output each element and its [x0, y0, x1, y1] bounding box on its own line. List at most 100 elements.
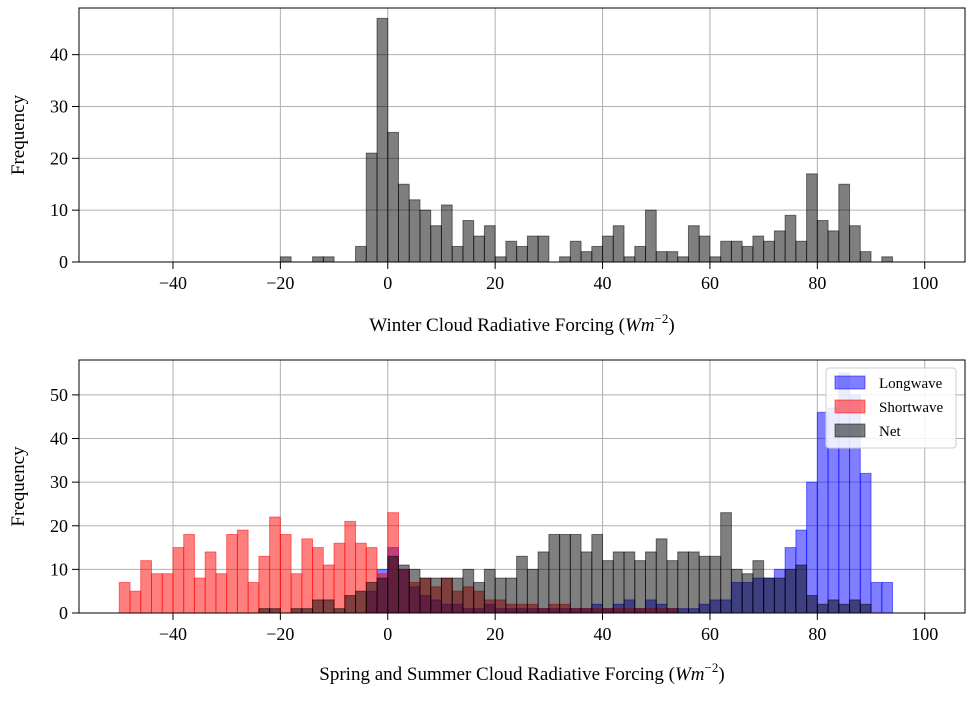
spring-summer-longwave-bar — [870, 581, 883, 614]
spring-summer-y-tick-label: 40 — [50, 429, 68, 449]
spring-summer-net-bar — [537, 551, 550, 614]
winter-series-bar — [397, 183, 410, 263]
spring-summer-longwave-bar — [881, 581, 894, 614]
spring-summer-net-bar — [440, 577, 453, 614]
spring-summer-shortwave-bar — [193, 577, 206, 614]
spring-summer-net-bar — [387, 555, 399, 614]
spring-summer-net-bar — [720, 512, 732, 614]
spring-summer-shortwave-bar — [140, 560, 152, 614]
spring-summer-net-bar — [526, 568, 539, 614]
winter-series-bar — [365, 152, 378, 263]
winter-y-tick-label: 10 — [50, 200, 68, 220]
winter-series-bar — [698, 235, 711, 263]
spring-summer-shortwave-bar — [172, 547, 185, 614]
spring-summer-net-bar — [838, 603, 851, 614]
winter-series-bar — [816, 220, 829, 263]
winter-series-bar — [516, 245, 528, 263]
winter-ticks: −40 −20 0 20 40 60 80 100 0 10 20 30 40 — [50, 45, 938, 293]
spring-summer-longwave-bar — [859, 472, 872, 614]
spring-summer-longwave-bar — [806, 481, 818, 614]
spring-summer-net-bar — [612, 551, 625, 614]
spring-summer-shortwave-bar — [236, 529, 249, 614]
winter-series-bar — [881, 256, 894, 263]
winter-series-bar — [806, 173, 818, 263]
winter-series-bar — [526, 235, 539, 263]
winter-x-tick-label: 60 — [701, 273, 719, 293]
winter-series-bar — [569, 240, 582, 263]
winter-series-bar — [494, 256, 507, 263]
winter-series-bar — [376, 17, 389, 263]
winter-series-bar — [784, 214, 797, 263]
winter-x-tick-label: 40 — [594, 273, 612, 293]
winter-series-bar — [752, 235, 765, 263]
winter-y-tick-label: 0 — [59, 252, 68, 272]
winter-series-bar — [730, 240, 743, 263]
winter-series-bar — [483, 225, 496, 263]
spring-summer-net-bar — [752, 560, 765, 614]
legend-label-net: Net — [879, 424, 901, 440]
spring-summer-y-tick-label: 20 — [50, 516, 68, 536]
spring-summer-net-bar — [312, 599, 324, 614]
spring-summer-net-bar — [580, 551, 593, 614]
spring-summer-net-bar — [322, 599, 335, 614]
spring-summer-net-bar — [559, 533, 571, 614]
winter-series-bar — [602, 235, 614, 263]
spring-summer-x-tick-label: 0 — [383, 624, 392, 644]
legend-label-shortwave: Shortwave — [879, 400, 943, 416]
legend: Longwave Shortwave Net — [825, 367, 957, 449]
spring-summer-net-bar — [355, 590, 367, 614]
spring-summer-net-bar — [666, 560, 679, 614]
winter-series-bar — [473, 235, 485, 263]
spring-summer-net-bar — [569, 533, 582, 614]
winter-series-bar — [279, 256, 292, 263]
spring-summer-bars — [118, 372, 894, 614]
winter-series-bar — [827, 230, 840, 263]
spring-summer-shortwave-bar — [269, 516, 281, 614]
winter-series-bar — [741, 245, 754, 263]
spring-summer-shortwave-bar — [150, 573, 163, 614]
spring-summer-x-tick-label: 100 — [911, 624, 938, 644]
spring-summer-net-bar — [655, 538, 668, 614]
spring-summer-x-tick-label: 80 — [808, 624, 826, 644]
spring-summer-shortwave-bar — [247, 581, 260, 614]
winter-series-bar — [645, 209, 657, 263]
spring-summer-net-bar — [376, 577, 389, 614]
spring-summer-net-bar — [827, 599, 840, 614]
spring-summer-shortwave-bar — [226, 533, 238, 614]
spring-summer-net-bar — [784, 568, 797, 614]
legend-label-longwave: Longwave — [879, 376, 943, 392]
spring-summer-net-bar — [408, 568, 421, 614]
spring-summer-x-tick-label: 60 — [701, 624, 719, 644]
spring-summer-net-bar — [333, 608, 346, 614]
spring-summer-shortwave-bar — [258, 555, 271, 614]
spring-summer-shortwave-bar — [183, 533, 195, 614]
legend-swatch-longwave — [834, 375, 866, 390]
spring-summer-net-bar — [548, 533, 561, 614]
spring-summer-net-bar — [859, 603, 872, 614]
winter-series-bar — [591, 245, 604, 263]
spring-summer-shortwave-bar — [333, 542, 346, 614]
spring-summer-net-bar — [698, 555, 711, 614]
spring-summer-shortwave-bar — [215, 573, 228, 614]
winter-series-bar — [849, 225, 861, 263]
winter-series-bar — [419, 209, 432, 263]
winter-y-axis-label: Frequency — [8, 94, 29, 175]
legend-swatch-net — [834, 423, 866, 438]
spring-summer-net-bar — [483, 568, 496, 614]
winter-bars — [279, 17, 894, 263]
winter-series-bar — [623, 256, 636, 263]
spring-summer-net-bar — [849, 599, 861, 614]
spring-summer-net-bar — [344, 595, 357, 614]
spring-summer-net-bar — [397, 564, 410, 614]
spring-summer-net-bar — [494, 577, 507, 614]
spring-summer-x-tick-label: −40 — [159, 624, 187, 644]
spring-summer-net-bar — [516, 555, 528, 614]
winter-series-bar — [451, 245, 464, 263]
spring-summer-net-bar — [301, 608, 314, 614]
spring-summer-shortwave-bar — [279, 533, 292, 614]
spring-summer-net-bar — [677, 551, 689, 614]
spring-summer-net-bar — [430, 577, 442, 614]
